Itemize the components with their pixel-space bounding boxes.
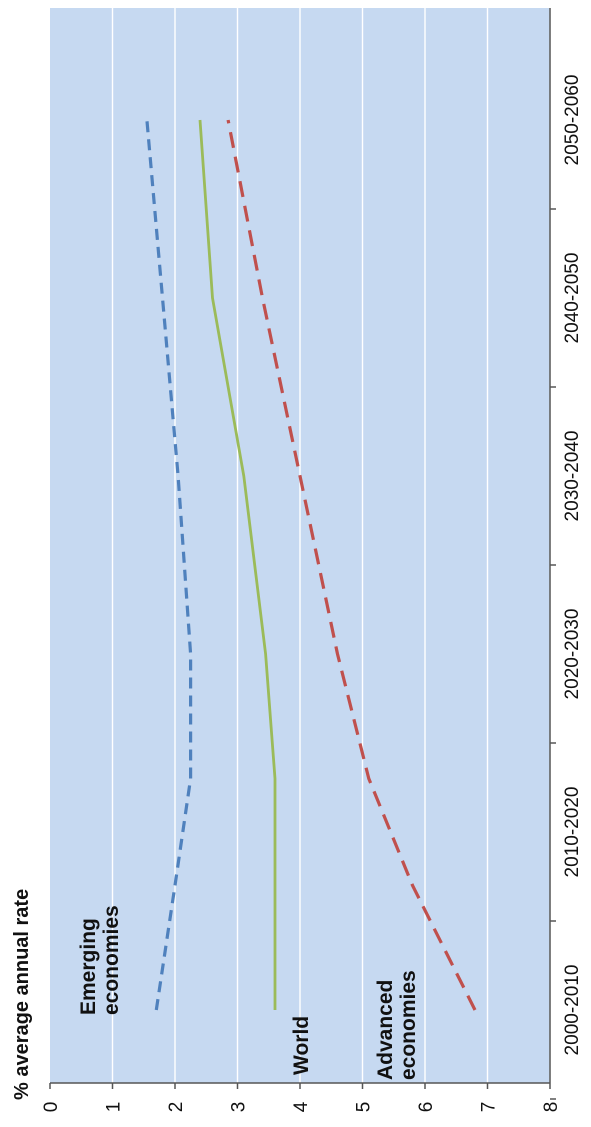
tick-label-5: 5: [354, 1102, 375, 1113]
series-label-emerging-economies: Emergingeconomies: [77, 905, 123, 1015]
annotations: Emergingeconomies World Advancedeconomies: [77, 905, 420, 1080]
series-lines: [145, 119, 477, 1011]
tick-labels: 0 1 2 3 4 5 6 7 8: [41, 1083, 562, 1112]
tick-label-1: 1: [104, 1102, 125, 1113]
tick-label-0: 0: [41, 1102, 62, 1113]
category-label-2010-2020: 2010-2020: [562, 787, 583, 878]
y-axis-label: % average annual rate: [11, 889, 33, 1100]
series-line-emerging-economies: [226, 119, 477, 1011]
category-label-2020-2030: 2020-2030: [562, 609, 583, 700]
tick-label-3: 3: [229, 1102, 250, 1113]
tick-label-7: 7: [479, 1102, 500, 1113]
series-line-world: [198, 119, 277, 1010]
category-label-2040-2050: 2040-2050: [562, 253, 583, 344]
tick-label-4: 4: [291, 1101, 312, 1112]
category-label-2030-2040: 2030-2040: [562, 431, 583, 522]
tick-label-6: 6: [416, 1102, 437, 1113]
tick-label-2: 2: [166, 1102, 187, 1113]
series-label-advanced-economies: Advancedeconomies: [374, 970, 420, 1080]
category-label-2000-2010: 2000-2010: [562, 965, 583, 1056]
tick-label-8: 8: [541, 1102, 562, 1113]
category-labels: 2000-2010 2010-2020 2020-2030 2030-2040 2040…: [550, 75, 583, 1100]
series-label-world: World: [290, 1016, 313, 1075]
category-label-2050-2060: 2050-2060: [562, 75, 583, 166]
